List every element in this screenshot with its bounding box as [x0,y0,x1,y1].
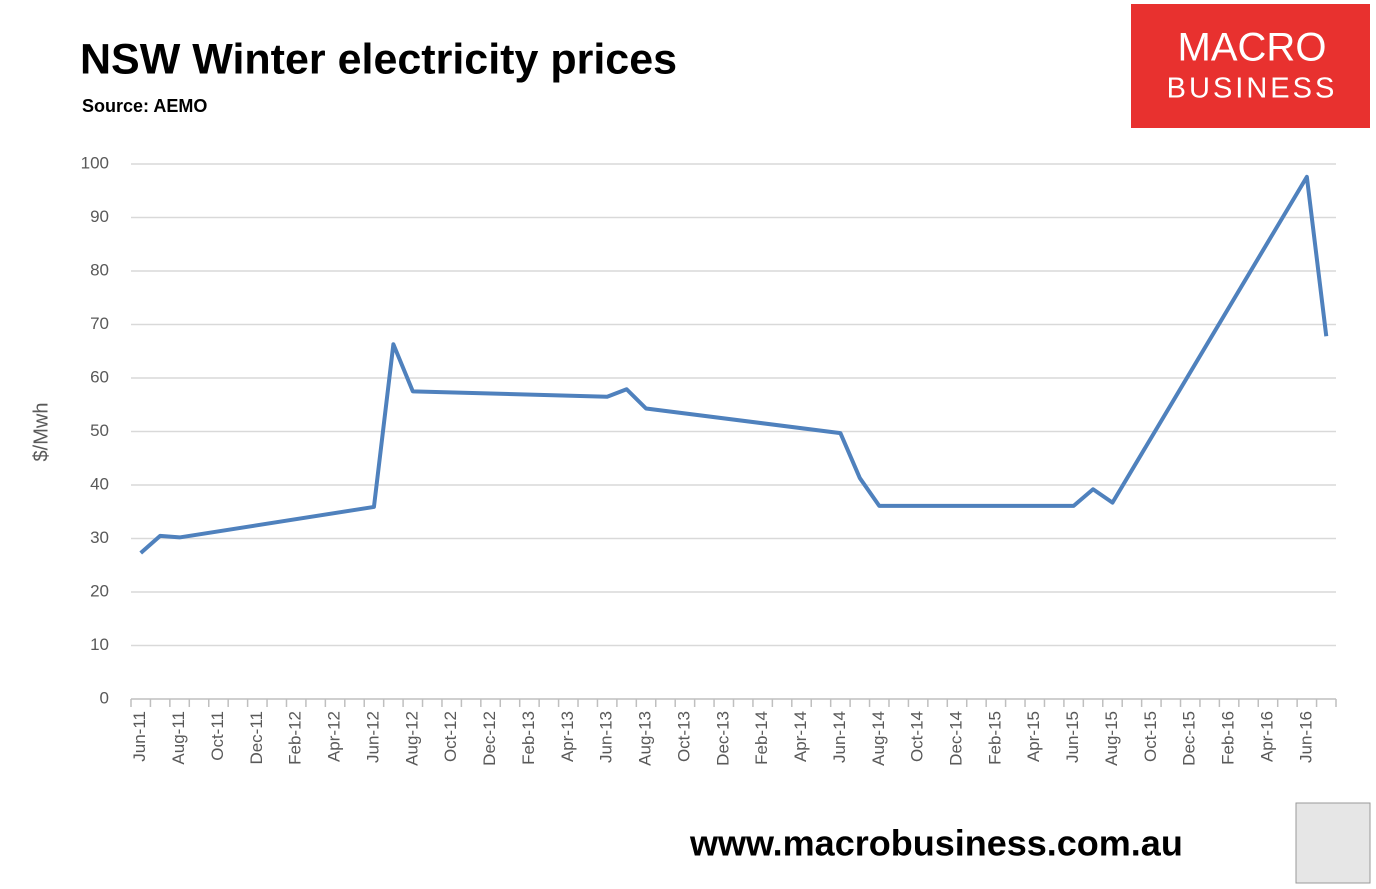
x-tick-label: Feb-15 [985,711,1004,765]
y-tick-label: 50 [90,421,109,440]
x-tick-label: Feb-12 [286,711,305,765]
y-tick-label: 90 [90,207,109,226]
x-tick-label: Apr-15 [1024,711,1043,762]
x-tick-label: Feb-13 [519,711,538,765]
y-tick-label: 10 [90,635,109,654]
x-tick-label: Feb-16 [1219,711,1238,765]
chart-title: NSW Winter electricity prices [80,35,677,83]
y-tick-label: 0 [100,688,109,707]
wolf-image [1295,802,1371,884]
data-line [139,174,1329,555]
logo-text: BUSINESS [1167,73,1338,105]
logo-text: MACRO [1178,26,1327,70]
x-tick-label: Aug-15 [1102,711,1121,766]
x-tick-label: Aug-11 [169,711,188,765]
y-tick-label: 80 [90,260,109,279]
chart-subtitle: Source: AEMO [82,96,207,116]
x-tick-label: Aug-13 [636,711,655,766]
x-tick-label: Aug-14 [869,711,888,766]
y-tick-label: 20 [90,581,109,600]
y-tick-label: 70 [90,314,109,333]
x-tick-label: Dec-11 [247,711,266,765]
y-tick-label: 100 [81,153,109,172]
x-tick-label: Oct-14 [908,711,927,762]
x-tick-label: Feb-14 [752,711,771,765]
x-tick-label: Dec-12 [480,711,499,766]
y-axis-label: $/Mwh [30,403,52,462]
x-tick-label: Dec-14 [946,711,965,766]
url-annotation: www.macrobusiness.com.au [689,823,1183,864]
x-tick-label: Jun-14 [830,711,849,763]
x-tick-label: Oct-12 [441,711,460,762]
x-tick-label: Apr-14 [791,711,810,762]
x-tick-label: Dec-13 [713,711,732,766]
x-tick-label: Aug-12 [402,711,421,766]
x-tick-label: Apr-16 [1257,711,1276,762]
x-tick-label: Jun-16 [1296,711,1315,763]
x-tick-label: Apr-13 [558,711,577,762]
logo-box [1131,4,1370,128]
y-tick-label: 60 [90,367,109,386]
x-tick-label: Dec-15 [1180,711,1199,766]
x-tick-label: Jun-12 [363,711,382,763]
y-tick-label: 40 [90,474,109,493]
y-tick-label: 30 [90,528,109,547]
x-tick-label: Oct-11 [208,711,227,761]
x-tick-label: Jun-13 [597,711,616,763]
x-tick-label: Jun-15 [1063,711,1082,763]
x-tick-label: Oct-13 [674,711,693,762]
x-tick-label: Apr-12 [325,711,344,762]
x-tick-label: Jun-11 [130,711,149,762]
x-tick-label: Oct-15 [1141,711,1160,762]
